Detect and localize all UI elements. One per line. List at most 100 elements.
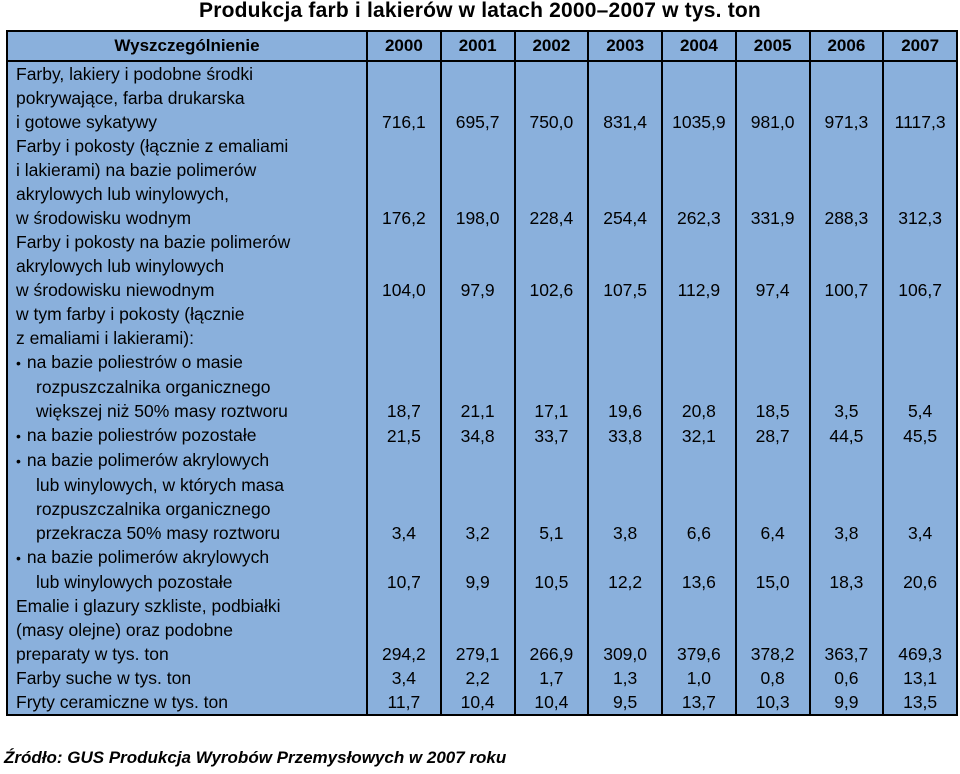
value-cell-2004: 13,7 (661, 690, 737, 716)
value-cell-2006: 3,5 (808, 350, 885, 423)
header-cell-description: Wyszczególnienie (6, 30, 368, 62)
table-row: Fryty ceramiczne w tys. ton 11,7 10,4 10,4 9… (6, 690, 958, 716)
value-cell-2002: 750,0 (513, 61, 590, 134)
value-cell-2000: 11,7 (366, 690, 442, 716)
value-cell-2004: 32,1 (661, 423, 737, 448)
value-cell-2006: 100,7 (808, 230, 885, 302)
value-cell-2000: 716,1 (366, 61, 442, 134)
header-cell-2002: 2002 (513, 30, 590, 62)
value-cell-2007: 1117,3 (882, 61, 958, 134)
value-cell-2005: 15,0 (734, 545, 811, 594)
header-cell-2006: 2006 (808, 30, 885, 62)
row-label-line: Farby, lakiery i podobne środki (16, 64, 254, 84)
value-cell-2004: 20,8 (661, 350, 737, 423)
table-row: Farby, lakiery i podobne środki pokrywają… (6, 61, 958, 134)
header-cell-2003: 2003 (587, 30, 663, 62)
row-label: w tym farby i pokosty (łącznie z emaliami… (6, 302, 368, 350)
value-cell-2005 (734, 302, 811, 350)
row-label: Farby i pokosty (łącznie z emaliami i lak… (6, 134, 368, 230)
value-cell-2003: 309,0 (587, 594, 663, 666)
table-container: Wyszczególnienie 2000 2001 2002 2003 200… (6, 30, 958, 716)
value-cell-2004: 262,3 (661, 134, 737, 230)
value-cell-2002: 266,9 (513, 594, 590, 666)
value-cell-2005: 6,4 (734, 448, 811, 545)
value-cell-2007: 3,4 (882, 448, 958, 545)
value-cell-2004: 6,6 (661, 448, 737, 545)
value-cell-2003: 19,6 (587, 350, 663, 423)
value-cell-2003: 1,3 (587, 666, 663, 690)
row-label-line: pokrywające, farba drukarska (16, 88, 245, 108)
value-cell-2007: 106,7 (882, 230, 958, 302)
value-cell-2001: 97,9 (439, 230, 516, 302)
header-cell-2000: 2000 (366, 30, 442, 62)
row-label: Fryty ceramiczne w tys. ton (6, 690, 368, 716)
row-label-line: większej niż 50% masy roztworu (36, 401, 288, 421)
row-label-line: na bazie polimerów akrylowych (16, 545, 362, 570)
value-cell-2004: 1,0 (661, 666, 737, 690)
value-cell-2007: 13,1 (882, 666, 958, 690)
row-label-line: akrylowych lub winylowych (16, 256, 225, 276)
table-row: Farby suche w tys. ton 3,4 2,2 1,7 1,3 1,0 0,8… (6, 666, 958, 690)
value-cell-2000 (366, 302, 442, 350)
value-cell-2000: 176,2 (366, 134, 442, 230)
value-cell-2006: 9,9 (808, 690, 885, 716)
value-cell-2001: 34,8 (439, 423, 516, 448)
header-cell-2007: 2007 (882, 30, 958, 62)
row-label-line: akrylowych lub winylowych, (16, 184, 229, 204)
value-cell-2003: 254,4 (587, 134, 663, 230)
value-cell-2007: 5,4 (882, 350, 958, 423)
value-cell-2005: 10,3 (734, 690, 811, 716)
value-cell-2003: 33,8 (587, 423, 663, 448)
header-row: Wyszczególnienie 2000 2001 2002 2003 200… (6, 30, 958, 62)
header-cell-2004: 2004 (661, 30, 737, 62)
value-cell-2003 (587, 302, 663, 350)
value-cell-2005: 331,9 (734, 134, 811, 230)
table-row: na bazie poliestrów pozostałe21,534,833,… (6, 423, 958, 448)
value-cell-2005: 97,4 (734, 230, 811, 302)
table-body: Farby, lakiery i podobne środki pokrywają… (6, 61, 958, 716)
value-cell-2001: 21,1 (439, 350, 516, 423)
row-label-line: lub winylowych, w których masa (36, 475, 284, 495)
table-row: Farby i pokosty (łącznie z emaliami i lak… (6, 134, 958, 230)
value-cell-2004: 13,6 (661, 545, 737, 594)
value-cell-2006: 18,3 (808, 545, 885, 594)
source-note: Źródło: GUS Produkcja Wyrobów Przemysłow… (4, 748, 507, 767)
value-cell-2001: 3,2 (439, 448, 516, 545)
value-cell-2003: 107,5 (587, 230, 663, 302)
row-label-line: lub winylowych pozostałe (36, 572, 233, 592)
value-cell-2004: 112,9 (661, 230, 737, 302)
header-cell-2005: 2005 (734, 30, 811, 62)
row-label: Farby, lakiery i podobne środki pokrywają… (6, 61, 368, 134)
row-label-line: z emaliami i lakierami): (16, 328, 194, 348)
value-cell-2004: 379,6 (661, 594, 737, 666)
row-label-line: preparaty w tys. ton (16, 644, 169, 664)
row-label: na bazie poliestrów pozostałe (6, 423, 368, 448)
value-cell-2005: 378,2 (734, 594, 811, 666)
value-cell-2003: 9,5 (587, 690, 663, 716)
row-label-line: na bazie poliestrów pozostałe (16, 423, 362, 448)
value-cell-2001: 198,0 (439, 134, 516, 230)
value-cell-2003: 3,8 (587, 448, 663, 545)
value-cell-2001 (439, 302, 516, 350)
value-cell-2002: 10,5 (513, 545, 590, 594)
row-label-line: Fryty ceramiczne w tys. ton (16, 692, 228, 712)
value-cell-2002: 1,7 (513, 666, 590, 690)
value-cell-2001: 2,2 (439, 666, 516, 690)
value-cell-2004: 1035,9 (661, 61, 737, 134)
row-label: Farby suche w tys. ton (6, 666, 368, 690)
value-cell-2001: 9,9 (439, 545, 516, 594)
value-cell-2006: 44,5 (808, 423, 885, 448)
header-cell-2001: 2001 (439, 30, 516, 62)
value-cell-2005: 18,5 (734, 350, 811, 423)
row-label-line: na bazie poliestrów o masie (16, 350, 362, 375)
row-label-line: i lakierami) na bazie polimerów (16, 160, 257, 180)
value-cell-2006: 363,7 (808, 594, 885, 666)
row-label-line: na bazie polimerów akrylowych (16, 448, 362, 473)
value-cell-2006: 971,3 (808, 61, 885, 134)
value-cell-2002 (513, 302, 590, 350)
value-cell-2006: 0,6 (808, 666, 885, 690)
value-cell-2002: 33,7 (513, 423, 590, 448)
